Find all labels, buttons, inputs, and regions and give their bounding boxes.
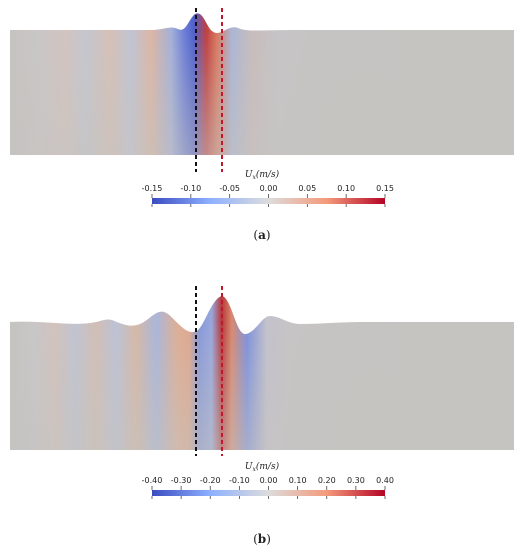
colorbar-tick-label: 0.15 [376, 184, 394, 193]
colorbar-b [152, 490, 385, 496]
depth-shading-a [10, 30, 514, 155]
caption-a: (a) [253, 228, 271, 242]
panel-a: Ux(m/s) -0.15 -0.10 -0.05 0.00 0.05 0.10 0.15 … [0, 0, 524, 242]
colorbar-tick-label: 0.30 [347, 476, 365, 485]
colorbar-tick-label: 0.10 [289, 476, 307, 485]
colorbar-tick-label: 0.00 [260, 476, 278, 485]
colorbar-ticks-b: -0.40 -0.30 -0.20 -0.10 0.00 0.10 0.20 0.30 0.40 [142, 476, 394, 499]
colorbar-tick-label: -0.10 [229, 476, 250, 485]
colorbar-tick-label: -0.30 [171, 476, 192, 485]
colorbar-a [152, 198, 385, 204]
colorbar-title-b: Ux(m/s) [245, 461, 280, 473]
colorbar-tick-label: 0.00 [260, 184, 278, 193]
colorbar-tick-label: 0.05 [298, 184, 316, 193]
velocity-field-plot-a: Ux(m/s) -0.15 -0.10 -0.05 0.00 0.05 0.10 0.15 [10, 8, 514, 207]
depth-shading-b [10, 322, 514, 450]
colorbar-tick-label: 0.20 [318, 476, 336, 485]
caption-b: (b) [253, 532, 271, 546]
colorbar-title-a: Ux(m/s) [245, 169, 280, 181]
colorbar-tick-label: -0.10 [180, 184, 201, 193]
colorbar-tick-label: 0.10 [337, 184, 355, 193]
colorbar-tick-label: 0.40 [376, 476, 394, 485]
velocity-field-plot-b: Ux(m/s) -0.40 -0.30 -0.20 -0.10 0.00 0.10 0.20… [10, 286, 514, 499]
colorbar-tick-label: -0.05 [219, 184, 240, 193]
colorbar-tick-label: -0.20 [200, 476, 221, 485]
colorbar-tick-label: -0.40 [142, 476, 163, 485]
panel-b: Ux(m/s) -0.40 -0.30 -0.20 -0.10 0.00 0.10 0.20… [0, 270, 524, 546]
colorbar-ticks-a: -0.15 -0.10 -0.05 0.00 0.05 0.10 0.15 [142, 184, 394, 207]
colorbar-tick-label: -0.15 [142, 184, 163, 193]
